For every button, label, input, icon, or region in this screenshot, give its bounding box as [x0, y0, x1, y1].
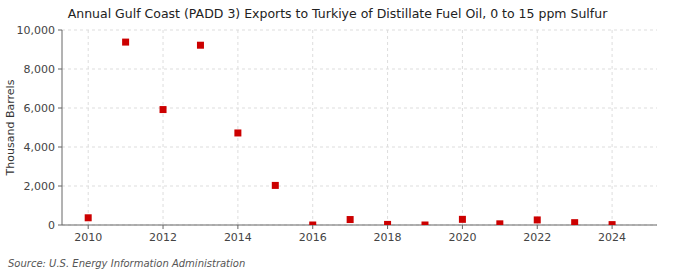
point [234, 129, 241, 136]
x-tick [387, 225, 388, 229]
title: Annual Gulf Coast (PADD 3) Exports to Tu… [68, 6, 608, 21]
y-axis-line [62, 30, 63, 225]
x-grid-line [312, 30, 313, 225]
point [496, 220, 503, 225]
x-grid-line [612, 30, 613, 225]
x-tick-label: 2024 [598, 231, 626, 244]
y-tick [58, 108, 62, 109]
y-tick-label: 10,000 [17, 24, 56, 37]
y-tick [58, 69, 62, 70]
x-grid-line [387, 30, 388, 225]
grid [62, 30, 657, 225]
y-tick [58, 30, 62, 31]
x-grid-line [163, 30, 164, 225]
x-tick [237, 225, 238, 229]
x-grid-line [537, 30, 538, 225]
x-tick-label: 2016 [299, 231, 327, 244]
point [571, 219, 578, 225]
point [534, 216, 541, 223]
y-tick [58, 186, 62, 187]
point [122, 39, 129, 46]
x-tick [312, 225, 313, 229]
x-tick [537, 225, 538, 229]
y-tick [58, 225, 62, 226]
y-tick-label: 4,000 [24, 141, 56, 154]
point [197, 42, 204, 49]
x-tick-label: 2022 [523, 231, 551, 244]
x-axis-line [62, 225, 657, 226]
y-tick-label: 2,000 [24, 180, 56, 193]
x-tick [462, 225, 463, 229]
x-tick-label: 2010 [74, 231, 102, 244]
x-tick [612, 225, 613, 229]
point [347, 216, 354, 223]
axes: 0 2,000 4,000 6,000 8,000 10,000 2010 2012 2014 2… [17, 24, 658, 244]
point [421, 222, 428, 226]
y-tick-label: 0 [48, 219, 55, 232]
y-tick [58, 147, 62, 148]
y-grid-line [62, 147, 657, 148]
x-tick-label: 2014 [224, 231, 252, 244]
chart-container: Annual Gulf Coast (PADD 3) Exports to Tu… [0, 0, 675, 275]
y-grid-line [62, 108, 657, 109]
point [272, 182, 279, 189]
x-tick-label: 2012 [149, 231, 177, 244]
y-tick-label: 6,000 [24, 102, 56, 115]
x-tick-label: 2020 [448, 231, 476, 244]
x-tick [163, 225, 164, 229]
y-grid-line [62, 225, 657, 226]
point [309, 222, 316, 226]
x-tick-label: 2018 [374, 231, 402, 244]
point [85, 214, 92, 221]
y-axis-label: Thousand Barrels [4, 79, 17, 176]
y-grid-line [62, 30, 657, 31]
chart-svg: Annual Gulf Coast (PADD 3) Exports to Tu… [0, 0, 675, 275]
points [85, 39, 616, 225]
point [609, 221, 616, 225]
x-grid-line [237, 30, 238, 225]
point [384, 221, 391, 225]
y-grid-line [62, 69, 657, 70]
point [160, 106, 167, 113]
point [459, 216, 466, 223]
source-note: Source: U.S. Energy Information Administ… [8, 258, 245, 269]
y-tick-label: 8,000 [24, 63, 56, 76]
x-tick [88, 225, 89, 229]
y-grid-line [62, 186, 657, 187]
x-grid-line [88, 30, 89, 225]
x-grid-line [462, 30, 463, 225]
